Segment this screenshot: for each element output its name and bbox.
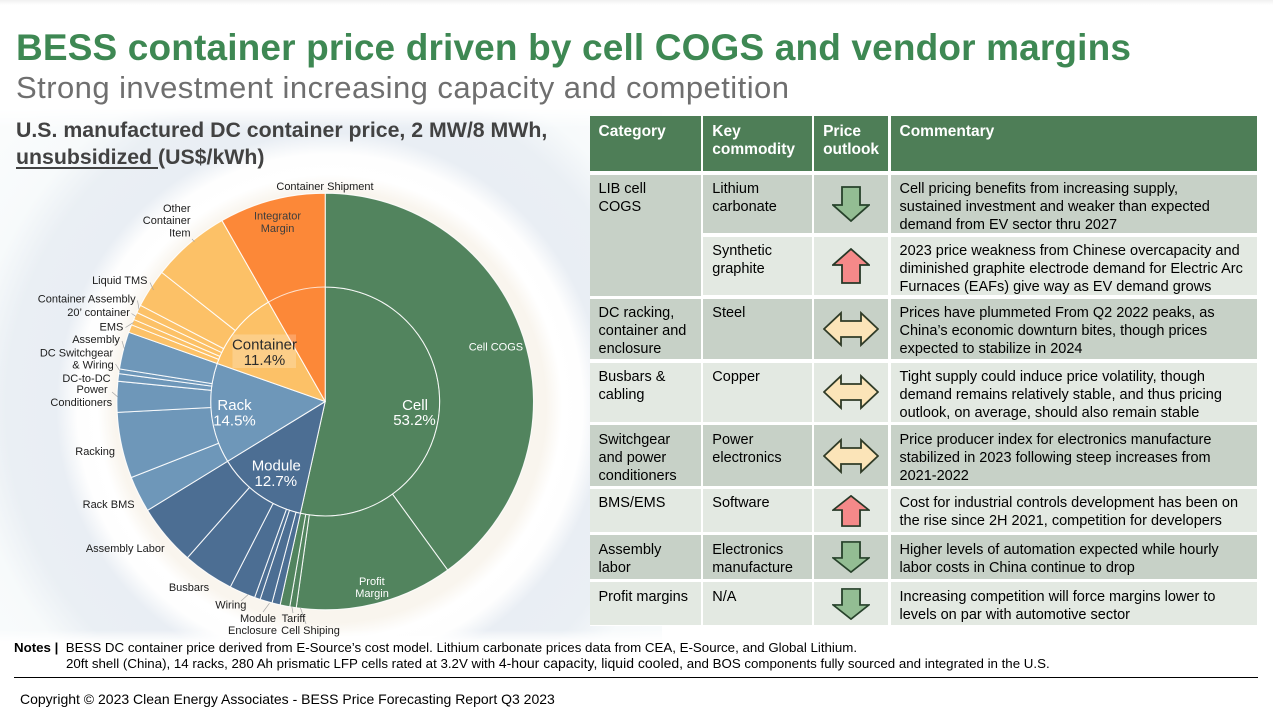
svg-text:Container: Container xyxy=(143,215,191,227)
svg-text:Module: Module xyxy=(252,458,301,475)
svg-text:& Wiring: & Wiring xyxy=(72,359,114,371)
svg-text:Margin: Margin xyxy=(261,223,295,235)
svg-text:Integrator: Integrator xyxy=(254,211,301,223)
svg-text:Container: Container xyxy=(232,337,297,354)
svg-text:Rack BMS: Rack BMS xyxy=(83,499,135,511)
svg-text:14.5%: 14.5% xyxy=(213,412,256,429)
svg-text:Conditioners: Conditioners xyxy=(50,397,112,409)
svg-text:Container Shipment: Container Shipment xyxy=(276,181,373,193)
svg-text:Power: Power xyxy=(77,384,109,396)
svg-text:53.2%: 53.2% xyxy=(393,412,436,429)
svg-text:Busbars: Busbars xyxy=(169,582,210,594)
svg-text:Assembly Labor: Assembly Labor xyxy=(86,543,165,555)
svg-text:Module: Module xyxy=(240,613,276,625)
svg-text:Assembly: Assembly xyxy=(72,334,120,346)
svg-text:Cell COGS: Cell COGS xyxy=(469,342,523,354)
svg-text:Wiring: Wiring xyxy=(215,599,246,611)
svg-text:Container Assembly: Container Assembly xyxy=(38,293,136,305)
svg-text:Racking: Racking xyxy=(75,446,115,458)
svg-text:Item: Item xyxy=(169,228,190,240)
svg-text:20’ container: 20’ container xyxy=(67,307,130,319)
svg-text:Profit: Profit xyxy=(359,576,385,588)
svg-text:DC-to-DC: DC-to-DC xyxy=(62,373,110,385)
svg-text:DC Switchgear: DC Switchgear xyxy=(40,347,114,359)
svg-text:Enclosure: Enclosure xyxy=(228,625,277,637)
svg-text:Cell: Cell xyxy=(402,397,428,414)
svg-text:Cell Shiping: Cell Shiping xyxy=(281,625,340,637)
svg-text:Liquid TMS: Liquid TMS xyxy=(92,275,147,287)
svg-text:Rack: Rack xyxy=(217,397,252,414)
svg-text:Margin: Margin xyxy=(355,588,389,600)
svg-text:EMS: EMS xyxy=(100,321,124,333)
svg-text:11.4%: 11.4% xyxy=(244,352,285,369)
svg-text:Tariff: Tariff xyxy=(282,613,307,625)
svg-text:Other: Other xyxy=(163,203,191,215)
svg-text:12.7%: 12.7% xyxy=(255,473,298,490)
